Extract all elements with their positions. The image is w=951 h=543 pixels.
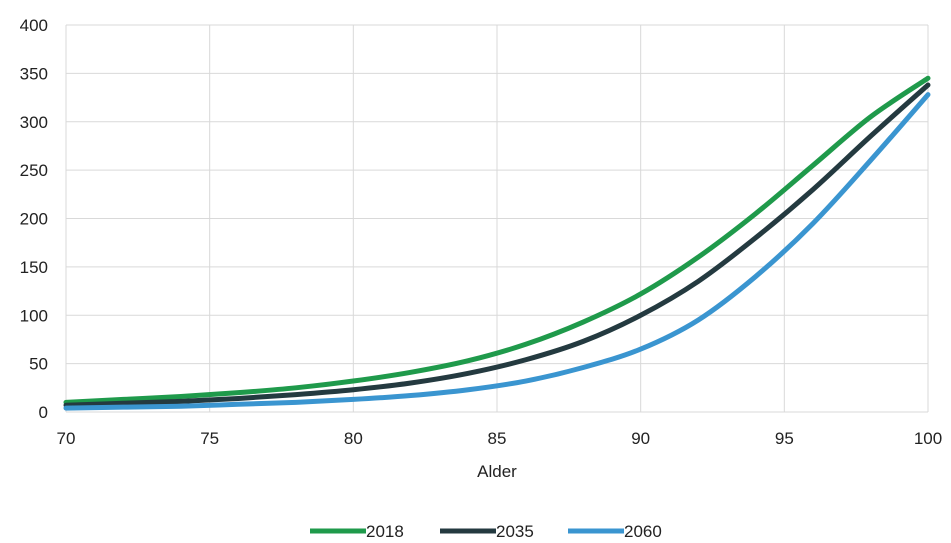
- legend: 2018 2035 2060: [310, 522, 662, 541]
- series-line-2018: [63, 75, 931, 405]
- x-tick-label: 85: [488, 429, 507, 448]
- y-tick-label: 50: [29, 355, 48, 374]
- x-axis-title: Alder: [477, 462, 517, 481]
- legend-label-2060: 2060: [624, 522, 662, 541]
- y-tick-label: 150: [20, 258, 48, 277]
- y-tick-label: 250: [20, 161, 48, 180]
- y-tick-label: 300: [20, 113, 48, 132]
- y-axis: 0 50 100 150 200 250 300 350 400: [20, 16, 48, 422]
- x-tick-label: 70: [57, 429, 76, 448]
- x-tick-label: 75: [200, 429, 219, 448]
- y-tick-label: 100: [20, 306, 48, 325]
- y-tick-label: 400: [20, 16, 48, 35]
- x-tick-label: 95: [775, 429, 794, 448]
- legend-label-2035: 2035: [496, 522, 534, 541]
- y-tick-label: 350: [20, 64, 48, 83]
- legend-label-2018: 2018: [366, 522, 404, 541]
- y-tick-label: 0: [39, 403, 48, 422]
- series: [63, 75, 931, 411]
- x-axis: 70 75 80 85 90 95 100: [57, 429, 943, 448]
- x-tick-label: 100: [914, 429, 942, 448]
- x-tick-label: 80: [344, 429, 363, 448]
- y-tick-label: 200: [20, 210, 48, 229]
- x-tick-label: 90: [631, 429, 650, 448]
- series-line-2060: [63, 92, 931, 411]
- series-line-2035: [63, 82, 931, 408]
